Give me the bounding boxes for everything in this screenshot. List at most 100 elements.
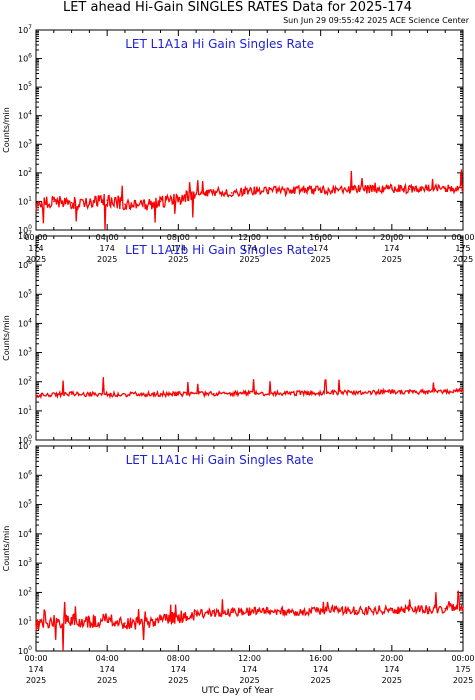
x-tick-label: 174 [100, 665, 115, 674]
panel-title: LET L1A1a Hi Gain Singles Rate [125, 37, 314, 51]
page-title: LET ahead Hi-Gain SINGLES RATES Data for… [62, 0, 413, 15]
y-tick-label: 105 [18, 81, 32, 92]
x-tick-label: 2025 [239, 255, 259, 264]
x-tick-label: 20:00 [380, 654, 403, 663]
x-tick-label: 174 [100, 244, 115, 253]
data-point [337, 189, 340, 191]
y-tick-label: 101 [18, 405, 32, 416]
y-axis-label: Counts/min [2, 526, 11, 572]
data-point [230, 611, 233, 614]
y-tick-label: 100 [18, 645, 32, 656]
y-tick-label: 103 [18, 347, 32, 358]
x-tick-label: 2025 [310, 676, 330, 685]
data-point [213, 190, 215, 193]
data-point [35, 203, 37, 205]
y-axis-label: Counts/min [2, 315, 11, 361]
data-point [373, 608, 375, 611]
x-tick-label: 2025 [310, 255, 330, 264]
data-point [70, 393, 73, 395]
data-point [355, 391, 358, 394]
y-tick-label: 106 [18, 469, 32, 480]
data-point [88, 201, 91, 204]
y-tick-label: 105 [18, 499, 32, 510]
x-tick-label: 174 [28, 665, 43, 674]
y-tick-label: 107 [18, 440, 32, 451]
y-tick-label: 103 [18, 557, 32, 568]
data-point [284, 190, 286, 193]
data-point [124, 203, 126, 205]
data-point [177, 198, 180, 200]
panel-title: LET L1A1c Hi Gain Singles Rate [126, 453, 314, 467]
x-tick-label: 04:00 [96, 654, 119, 663]
series-line [35, 377, 464, 400]
data-point [230, 192, 233, 194]
data-point [284, 392, 286, 395]
chart-panel-2: 100 101 102 103 104 105 106 107 Counts/min LET L1… [2, 230, 464, 445]
data-point [248, 189, 251, 192]
data-point [106, 199, 108, 202]
panel-title: LET L1A1b Hi Gain Singles Rate [125, 243, 314, 257]
data-point [319, 391, 322, 394]
x-tick-label: 2025 [97, 676, 117, 685]
data-point [302, 188, 304, 191]
data-point [302, 610, 304, 613]
data-point [177, 616, 180, 619]
data-point [159, 200, 162, 203]
data-point [106, 393, 108, 396]
x-tick-label: 2025 [453, 676, 473, 685]
y-tick-label: 100 [18, 434, 32, 445]
y-tick-label: 105 [18, 288, 32, 299]
x-tick-label: 174 [313, 665, 328, 674]
x-tick-label: 2025 [239, 676, 259, 685]
data-point [177, 393, 180, 395]
data-point [355, 609, 358, 612]
generated-timestamp: Sun Jun 29 09:55:42 2025 ACE Science Cen… [283, 16, 469, 25]
data-point [195, 193, 197, 195]
data-point [266, 610, 269, 613]
data-point [444, 187, 447, 190]
x-tick-label: 2025 [97, 255, 117, 264]
data-point [337, 609, 340, 611]
data-point [52, 620, 55, 623]
data-point [319, 609, 322, 612]
y-tick-label: 102 [18, 376, 32, 387]
data-point [408, 608, 411, 610]
y-tick-label: 107 [18, 230, 32, 241]
x-tick-label: 174 [384, 244, 399, 253]
x-tick-label: 08:00 [167, 654, 190, 663]
y-tick-label: 102 [18, 586, 32, 597]
x-tick-label: 174 [384, 665, 399, 674]
y-tick-label: 101 [18, 195, 32, 206]
data-point [141, 622, 144, 624]
series-line [35, 169, 464, 231]
data-point [35, 623, 37, 626]
data-point [88, 620, 91, 623]
chart-panel-3: 100 101 102 103 104 105 106 107 00:00 174 2025 04:0… [2, 440, 475, 685]
data-point [248, 610, 251, 613]
series-line [35, 590, 464, 652]
data-point [213, 612, 215, 614]
x-tick-label: 174 [171, 244, 186, 253]
data-point [70, 201, 73, 204]
x-tick-label: 175 [455, 665, 470, 674]
data-point [159, 618, 162, 621]
y-tick-label: 107 [18, 24, 32, 35]
y-tick-label: 104 [18, 317, 32, 328]
data-point [195, 613, 197, 616]
data-point [284, 610, 286, 612]
data-point [35, 394, 37, 396]
data-point [391, 609, 393, 611]
x-tick-label: 2025 [382, 255, 402, 264]
data-point [426, 391, 429, 393]
x-tick-label: 16:00 [309, 654, 332, 663]
data-point [141, 205, 144, 207]
x-tick-label: 00:00 [24, 654, 47, 663]
x-tick-label: 12:00 [238, 654, 261, 663]
plot-frame [35, 235, 464, 441]
y-tick-label: 103 [18, 138, 32, 149]
data-point [408, 188, 411, 190]
y-tick-label: 106 [18, 53, 32, 64]
data-point [52, 200, 55, 203]
y-tick-label: 104 [18, 528, 32, 539]
data-point [70, 619, 73, 622]
